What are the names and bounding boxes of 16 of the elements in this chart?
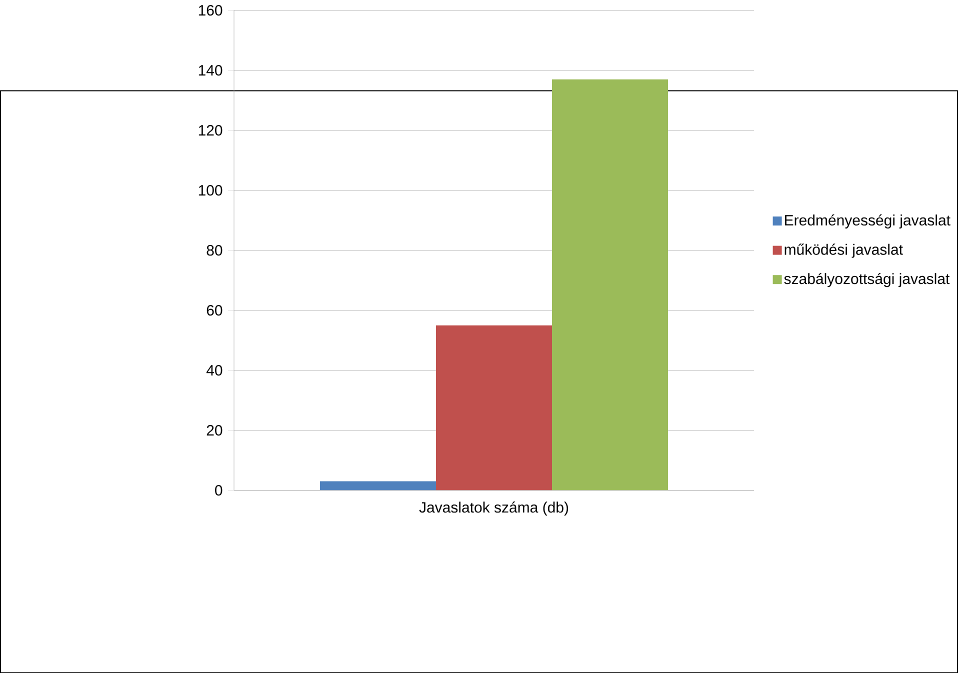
y-tick-label: 120 [198, 124, 222, 136]
y-tick-label: 160 [198, 4, 222, 16]
legend-label: szabályozottsági javaslat [784, 272, 950, 287]
y-tick-label: 40 [206, 364, 222, 376]
y-tick-label: 140 [198, 64, 222, 76]
bar [320, 481, 436, 490]
x-tick-label: Javaslatok száma (db) [419, 501, 568, 516]
y-tick-label: 100 [198, 184, 222, 196]
legend-label: működési javaslat [784, 244, 903, 258]
legend-label: Eredményességi javaslat [785, 214, 950, 228]
bar [436, 325, 552, 490]
y-tick-label: 20 [206, 424, 222, 436]
bar [552, 79, 668, 490]
y-tick-label: 0 [215, 484, 222, 496]
y-tick-label: 80 [206, 244, 222, 256]
y-tick-label: 60 [206, 304, 222, 316]
